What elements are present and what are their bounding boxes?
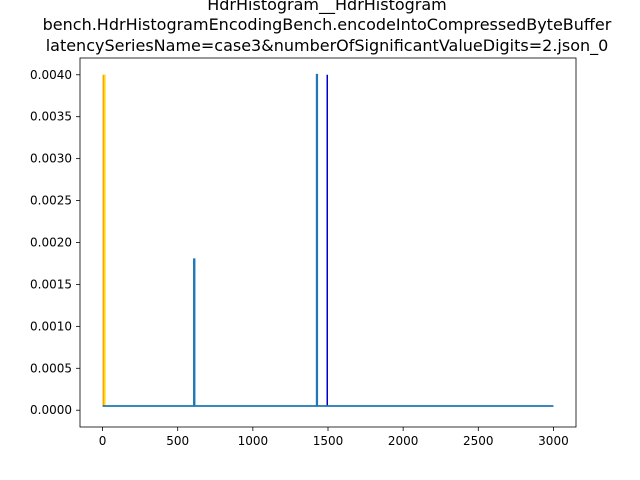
x-tick-label: 3000 [538,434,569,448]
y-tick-label: 0.0040 [30,68,72,82]
title-line-1: HdrHistogram__HdrHistogram [207,0,447,15]
series-line-1 [102,73,554,407]
plot-area [102,73,554,407]
y-tick-label: 0.0025 [30,194,72,208]
x-tick-label: 1500 [313,434,344,448]
y-tick-label: 0.0005 [30,361,72,375]
y-tick-label: 0.0035 [30,110,72,124]
axes-frame [79,57,577,428]
y-tick-label: 0.0010 [30,319,72,333]
chart-title: HdrHistogram__HdrHistogram bench.HdrHist… [43,0,612,56]
y-tick-label: 0.0020 [30,236,72,250]
title-line-3: latencySeriesName=case3&numberOfSignific… [46,36,609,56]
y-tick-label: 0.0015 [30,277,72,291]
x-tick-label: 0 [99,434,107,448]
x-tick-label: 2000 [388,434,419,448]
y-tick-label: 0.0000 [30,403,72,417]
x-tick-label: 500 [166,434,189,448]
axes: 0 500 1000 1500 2000 2500 3000 0.0000 0.0005 0.00… [30,57,577,448]
x-tick-label: 2500 [463,434,494,448]
title-line-2: bench.HdrHistogramEncodingBench.encodeIn… [43,15,612,34]
x-tick-label: 1000 [238,434,269,448]
y-tick-label: 0.0030 [30,152,72,166]
